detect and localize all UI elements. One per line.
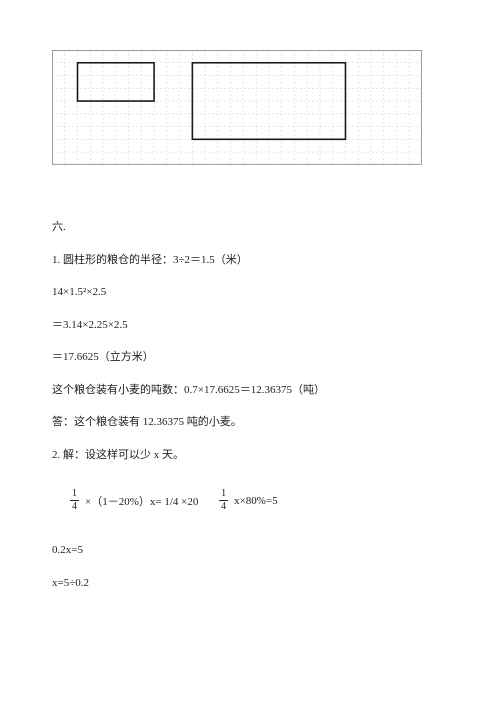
- frac-den: 4: [70, 502, 79, 512]
- line-3: ＝3.14×2.25×2.5: [52, 317, 448, 334]
- equation-2: 1 4 x×80%=5: [219, 489, 278, 512]
- equation-1: 1 4 ×（1－20%）x= 1/4 ×20: [70, 489, 198, 512]
- section-heading: 六.: [52, 219, 448, 236]
- line-8: 0.2x=5: [52, 542, 448, 559]
- line-2: 14×1.5²×2.5: [52, 284, 448, 301]
- frac-den: 4: [219, 502, 228, 512]
- frac-num: 1: [70, 489, 79, 499]
- grid-diagram: [52, 50, 422, 171]
- grid-svg: [52, 50, 422, 171]
- line-5: 这个粮仓装有小麦的吨数：0.7×17.6625＝12.36375（吨）: [52, 382, 448, 399]
- line-1: 1. 圆柱形的粮仓的半径：3÷2＝1.5（米）: [52, 252, 448, 269]
- eq-rest-2: x×80%=5: [234, 495, 278, 507]
- fraction-1: 1 4: [70, 489, 79, 512]
- line-6: 答：这个粮仓装有 12.36375 吨的小麦。: [52, 414, 448, 431]
- frac-num: 1: [219, 489, 228, 499]
- text-content: 六. 1. 圆柱形的粮仓的半径：3÷2＝1.5（米） 14×1.5²×2.5 ＝…: [52, 219, 448, 591]
- line-4: ＝17.6625（立方米）: [52, 349, 448, 366]
- fraction-2: 1 4: [219, 489, 228, 512]
- line-7: 2. 解：设这样可以少 x 天。: [52, 447, 448, 464]
- line-9: x=5÷0.2: [52, 575, 448, 592]
- eq-rest-1: ×（1－20%）x= 1/4 ×20: [85, 493, 198, 509]
